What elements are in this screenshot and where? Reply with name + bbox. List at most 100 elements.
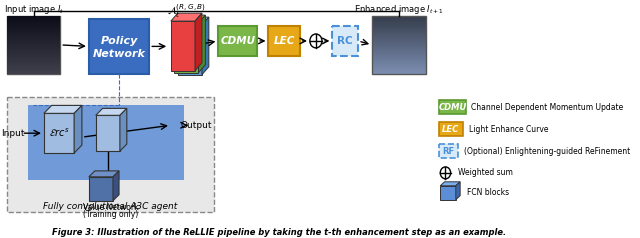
FancyBboxPatch shape xyxy=(372,34,426,35)
Circle shape xyxy=(310,34,322,48)
Text: LEC: LEC xyxy=(273,36,294,46)
FancyBboxPatch shape xyxy=(372,65,426,66)
FancyBboxPatch shape xyxy=(372,58,426,59)
FancyBboxPatch shape xyxy=(7,49,60,50)
Text: Policy: Policy xyxy=(100,36,138,46)
FancyBboxPatch shape xyxy=(438,144,458,158)
FancyBboxPatch shape xyxy=(372,27,426,28)
FancyBboxPatch shape xyxy=(89,19,149,74)
Polygon shape xyxy=(174,15,205,23)
FancyBboxPatch shape xyxy=(372,71,426,72)
FancyBboxPatch shape xyxy=(372,59,426,60)
FancyBboxPatch shape xyxy=(7,41,60,42)
FancyBboxPatch shape xyxy=(372,30,426,31)
Text: (Optional) Enlightening-guided ReFinement: (Optional) Enlightening-guided ReFinemen… xyxy=(465,147,630,156)
FancyBboxPatch shape xyxy=(7,58,60,59)
FancyBboxPatch shape xyxy=(7,50,60,51)
FancyBboxPatch shape xyxy=(440,186,456,200)
Text: Enhanced image $I_{t+1}$: Enhanced image $I_{t+1}$ xyxy=(354,3,444,16)
Text: Output: Output xyxy=(181,121,212,130)
FancyBboxPatch shape xyxy=(372,63,426,64)
Polygon shape xyxy=(74,105,82,153)
FancyBboxPatch shape xyxy=(7,16,60,74)
FancyBboxPatch shape xyxy=(7,35,60,36)
FancyBboxPatch shape xyxy=(7,21,60,22)
FancyBboxPatch shape xyxy=(372,31,426,32)
FancyBboxPatch shape xyxy=(372,61,426,62)
FancyBboxPatch shape xyxy=(7,20,60,21)
FancyBboxPatch shape xyxy=(7,18,60,19)
FancyBboxPatch shape xyxy=(7,45,60,46)
FancyBboxPatch shape xyxy=(7,55,60,56)
FancyBboxPatch shape xyxy=(7,71,60,72)
Text: Network: Network xyxy=(93,49,145,59)
Text: RF: RF xyxy=(442,147,454,156)
Text: $\mathcal{E}rc^s$: $\mathcal{E}rc^s$ xyxy=(49,127,70,139)
Text: Input image $I_t$: Input image $I_t$ xyxy=(3,3,63,16)
FancyBboxPatch shape xyxy=(372,49,426,50)
FancyBboxPatch shape xyxy=(372,55,426,56)
FancyBboxPatch shape xyxy=(7,22,60,23)
FancyBboxPatch shape xyxy=(372,36,426,37)
FancyBboxPatch shape xyxy=(7,43,60,44)
FancyBboxPatch shape xyxy=(372,33,426,34)
FancyBboxPatch shape xyxy=(7,46,60,47)
Polygon shape xyxy=(171,13,202,21)
FancyBboxPatch shape xyxy=(96,115,120,151)
FancyBboxPatch shape xyxy=(372,17,426,18)
FancyBboxPatch shape xyxy=(7,23,60,24)
FancyBboxPatch shape xyxy=(372,22,426,23)
FancyBboxPatch shape xyxy=(372,53,426,54)
FancyBboxPatch shape xyxy=(372,56,426,57)
FancyBboxPatch shape xyxy=(28,105,184,180)
FancyBboxPatch shape xyxy=(372,69,426,70)
FancyBboxPatch shape xyxy=(171,21,195,71)
FancyBboxPatch shape xyxy=(7,60,60,61)
FancyBboxPatch shape xyxy=(174,23,198,73)
Text: Value Network: Value Network xyxy=(83,203,138,212)
FancyBboxPatch shape xyxy=(372,46,426,47)
Polygon shape xyxy=(202,17,209,75)
FancyBboxPatch shape xyxy=(7,56,60,57)
FancyBboxPatch shape xyxy=(7,16,60,17)
Circle shape xyxy=(440,167,451,179)
FancyBboxPatch shape xyxy=(372,29,426,30)
FancyBboxPatch shape xyxy=(372,20,426,21)
Polygon shape xyxy=(44,105,82,113)
Polygon shape xyxy=(89,171,119,177)
FancyBboxPatch shape xyxy=(7,44,60,45)
Text: Fully convolutional A3C agent: Fully convolutional A3C agent xyxy=(44,202,177,211)
FancyBboxPatch shape xyxy=(372,66,426,67)
FancyBboxPatch shape xyxy=(438,100,466,114)
FancyBboxPatch shape xyxy=(7,28,60,29)
Polygon shape xyxy=(96,108,127,115)
Text: Channel Dependent Momentum Update: Channel Dependent Momentum Update xyxy=(472,103,623,112)
FancyBboxPatch shape xyxy=(372,72,426,73)
Text: $\mathcal{A}_t^{(R,G,B)}$: $\mathcal{A}_t^{(R,G,B)}$ xyxy=(167,2,206,20)
Polygon shape xyxy=(120,108,127,151)
Text: Light Enhance Curve: Light Enhance Curve xyxy=(468,125,548,134)
FancyBboxPatch shape xyxy=(7,65,60,66)
Text: RC: RC xyxy=(337,36,353,46)
FancyBboxPatch shape xyxy=(372,68,426,69)
FancyBboxPatch shape xyxy=(7,72,60,73)
Polygon shape xyxy=(195,13,202,71)
FancyBboxPatch shape xyxy=(7,53,60,54)
FancyBboxPatch shape xyxy=(372,48,426,49)
FancyBboxPatch shape xyxy=(7,66,60,67)
Text: Input: Input xyxy=(1,129,24,138)
FancyBboxPatch shape xyxy=(7,70,60,71)
FancyBboxPatch shape xyxy=(7,42,60,43)
FancyBboxPatch shape xyxy=(372,43,426,44)
FancyBboxPatch shape xyxy=(7,17,60,18)
FancyBboxPatch shape xyxy=(7,69,60,70)
FancyBboxPatch shape xyxy=(372,24,426,25)
FancyBboxPatch shape xyxy=(7,37,60,38)
FancyBboxPatch shape xyxy=(372,25,426,26)
FancyBboxPatch shape xyxy=(7,62,60,63)
FancyBboxPatch shape xyxy=(7,24,60,25)
FancyBboxPatch shape xyxy=(372,35,426,36)
FancyBboxPatch shape xyxy=(372,45,426,46)
FancyBboxPatch shape xyxy=(372,40,426,41)
FancyBboxPatch shape xyxy=(372,70,426,71)
